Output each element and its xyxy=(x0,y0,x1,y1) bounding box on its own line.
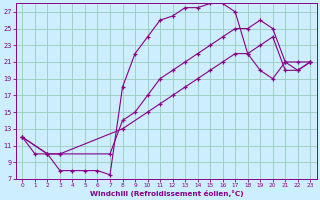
X-axis label: Windchill (Refroidissement éolien,°C): Windchill (Refroidissement éolien,°C) xyxy=(90,190,243,197)
